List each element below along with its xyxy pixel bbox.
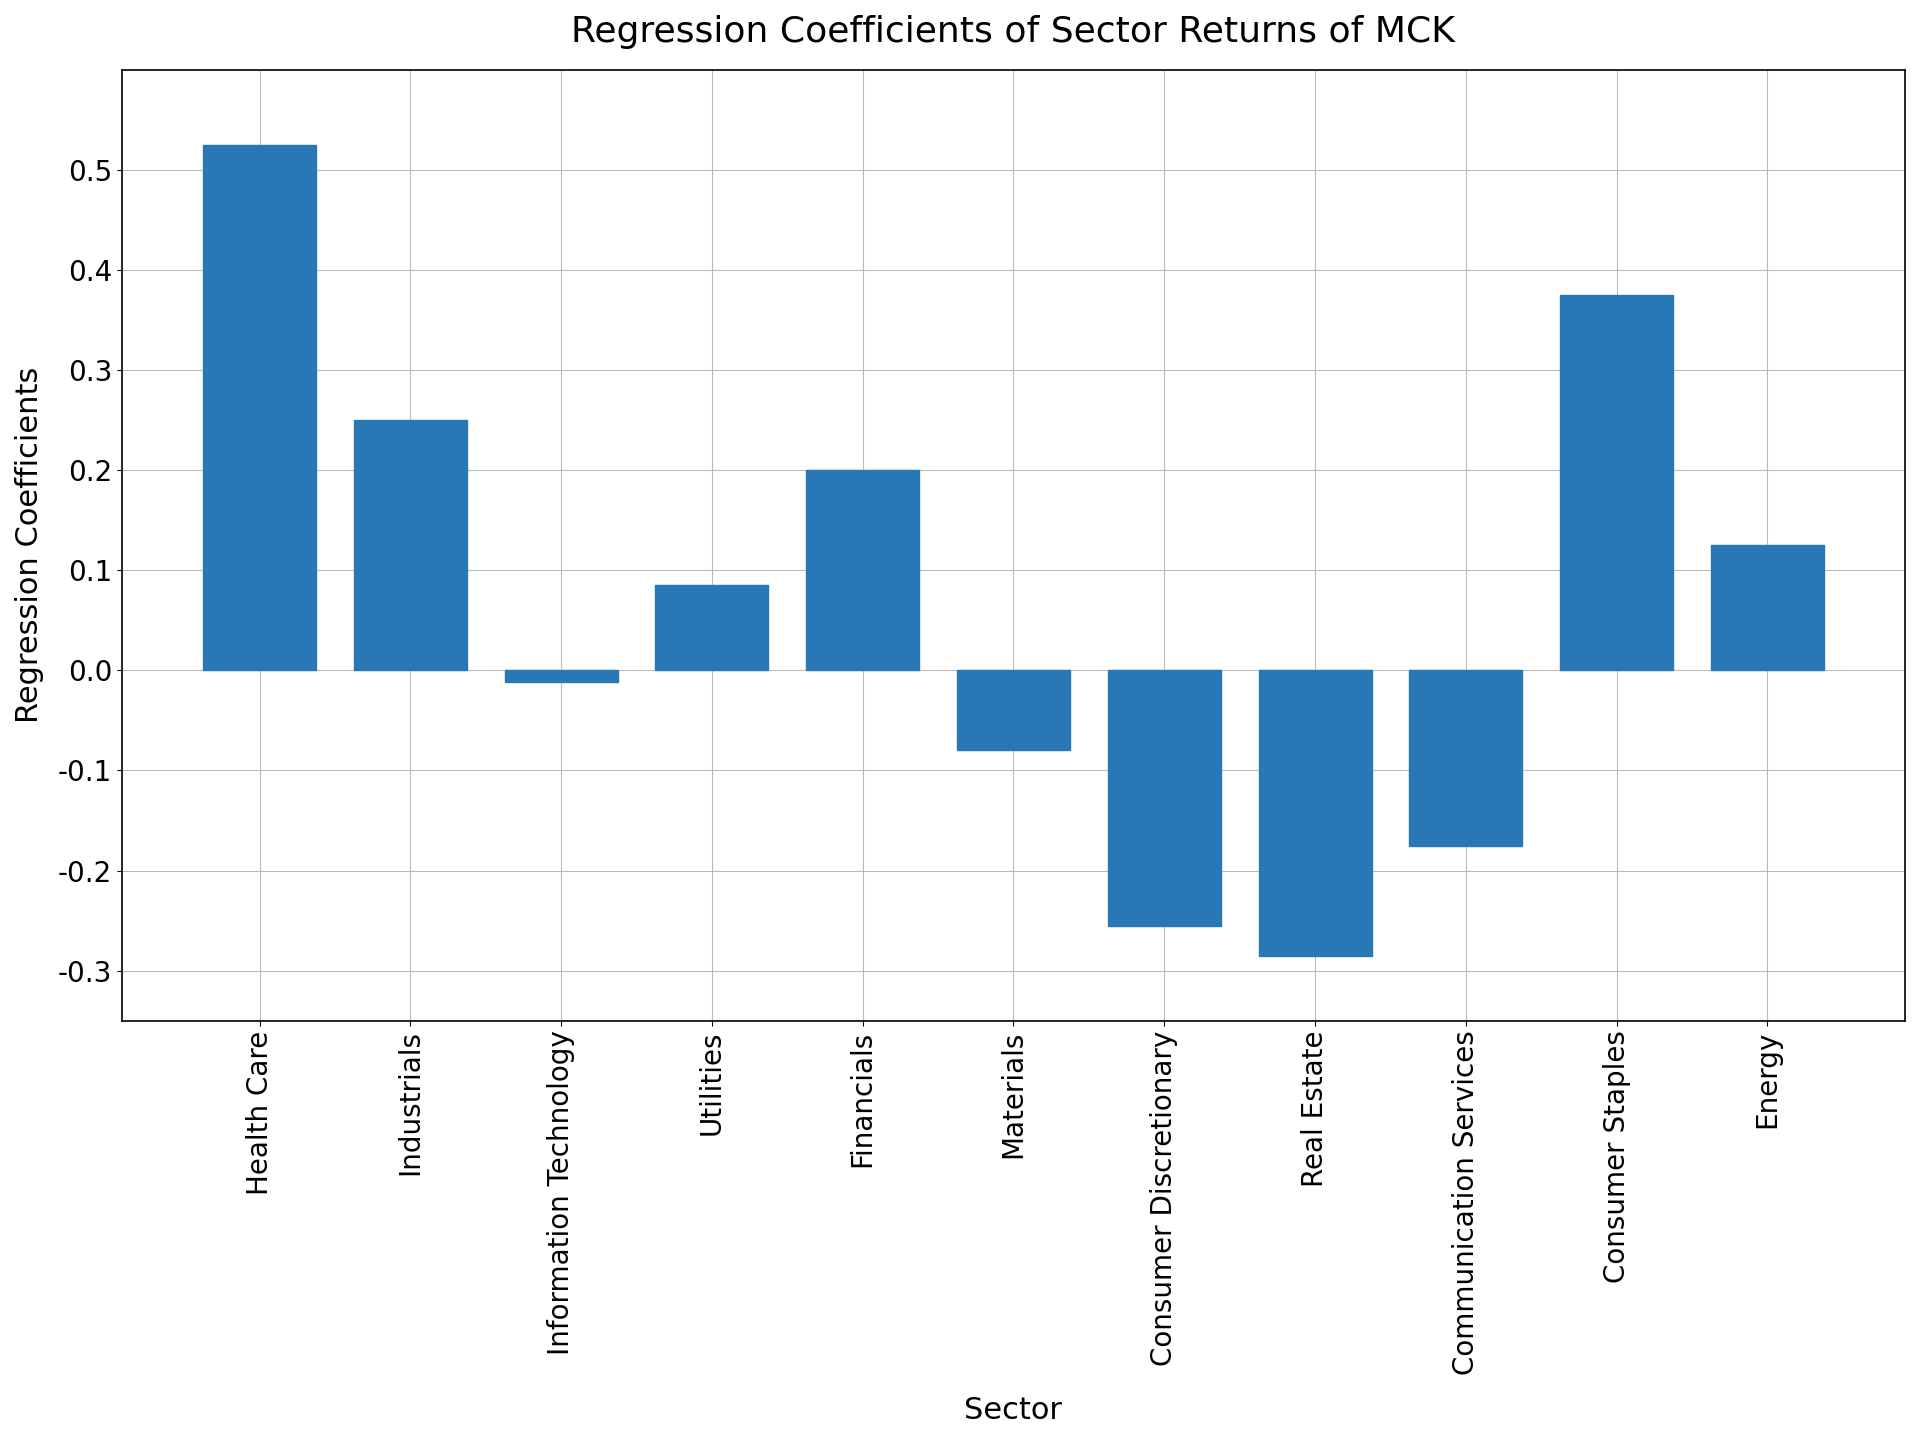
Bar	[1108, 671, 1221, 926]
Bar	[956, 671, 1069, 750]
Y-axis label: Regression Coefficients: Regression Coefficients	[15, 367, 44, 723]
Bar	[1711, 546, 1824, 671]
Title: Regression Coefficients of Sector Returns of MCK: Regression Coefficients of Sector Return…	[572, 14, 1455, 49]
Bar	[1258, 671, 1371, 956]
X-axis label: Sector: Sector	[964, 1395, 1062, 1426]
Bar	[655, 585, 768, 671]
Bar	[1561, 295, 1672, 671]
Bar	[505, 671, 618, 683]
Bar	[1409, 671, 1523, 845]
Bar	[204, 145, 317, 671]
Bar	[806, 471, 920, 671]
Bar	[353, 420, 467, 671]
